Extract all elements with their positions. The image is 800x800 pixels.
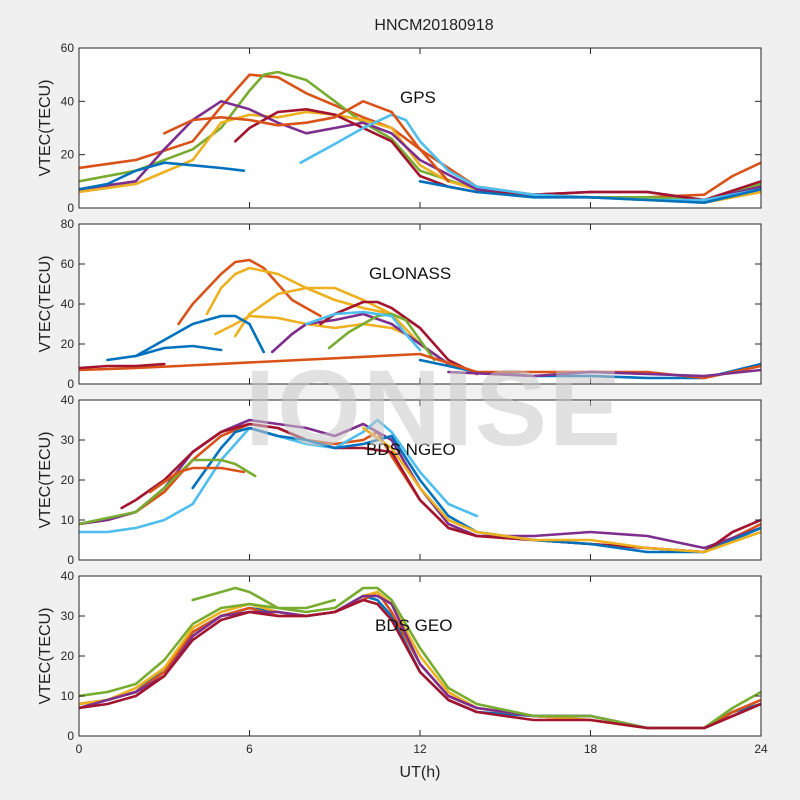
series-line [177,258,322,326]
series-line [191,586,337,610]
y-tick-label: 10 [61,689,75,703]
series-line [447,368,761,378]
y-axis-label: VTEC(TECU) [37,608,54,705]
y-tick-label: 30 [61,609,75,623]
series-lines [79,418,761,554]
subplot-bds-ngeo: 0 10 20 30 40 VTEC(TECU) BDS NGEO [37,393,762,567]
y-tick-label: 20 [61,649,75,663]
subplot-glonass: 0 20 40 60 80 VTEC(TECU) GLONASS [37,217,762,391]
x-tick-label: 18 [584,742,598,756]
y-tick-label: 20 [61,473,75,487]
y-tick-label: 0 [67,377,74,391]
subplot-gps: 0 20 40 60 VTEC(TECU) GPS [37,41,762,215]
x-axis-label: UT(h) [400,764,441,781]
series-line [79,598,761,730]
y-tick-label: 20 [61,337,75,351]
y-tick-label: 0 [67,201,74,215]
series-line [163,100,450,183]
series-line [79,161,246,191]
panel-label: BDS NGEO [366,440,456,459]
y-tick-label: 40 [61,297,75,311]
subplot-bds-geo: 0 10 20 30 40 0 6 12 18 24 VTEC(TECU) BDS GEO [37,569,768,756]
series-line [234,108,761,202]
series-line [79,362,166,370]
x-tick-label: 24 [754,742,768,756]
y-tick-label: 30 [61,433,75,447]
y-tick-label: 80 [61,217,75,231]
y-axis-label: VTEC(TECU) [37,256,54,353]
series-line [79,418,479,534]
y-axis-label: VTEC(TECU) [37,80,54,177]
series-line [270,312,450,366]
y-tick-label: 0 [67,553,74,567]
y-axis-label: VTEC(TECU) [37,432,54,529]
x-tick-label: 0 [76,742,83,756]
y-tick-label: 60 [61,257,75,271]
series-lines [79,70,761,204]
figure-title: HNCM20180918 [374,17,493,34]
series-line [191,426,761,554]
series-line [134,314,265,358]
series-line [305,310,422,352]
series-line [148,466,246,494]
series-line [79,458,257,526]
series-line [106,344,223,362]
panel-label: BDS GEO [375,616,452,635]
series-lines [79,586,761,730]
series-line [418,180,761,204]
x-tick-label: 6 [246,742,253,756]
series-line [319,300,479,376]
panel-label: GLONASS [369,264,451,283]
series-line [79,586,761,730]
y-tick-label: 0 [67,729,74,743]
series-line [361,426,761,554]
y-tick-label: 40 [61,393,75,407]
y-tick-label: 40 [61,94,75,108]
y-tick-label: 10 [61,513,75,527]
series-lines [79,258,761,380]
series-line [234,286,393,338]
x-tick-label: 12 [413,742,427,756]
panel-label: GPS [400,88,436,107]
plot-area [79,48,761,208]
y-tick-label: 60 [61,41,75,55]
y-tick-label: 40 [61,569,75,583]
y-tick-label: 20 [61,148,75,162]
